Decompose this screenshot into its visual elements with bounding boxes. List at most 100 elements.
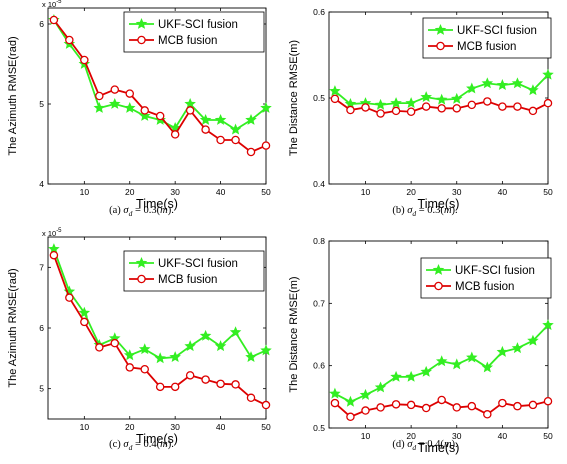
legend-box (123, 11, 265, 53)
data-point (245, 113, 257, 125)
data-point (216, 379, 225, 389)
data-point (214, 113, 227, 125)
caption-subscript: d (128, 443, 133, 453)
data-point (49, 250, 59, 260)
data-point (496, 79, 509, 90)
y-tick-label: 5 (39, 99, 44, 109)
data-point (65, 35, 74, 45)
data-point (260, 344, 272, 356)
data-point (542, 319, 554, 331)
y-tick-label: 7 (39, 262, 44, 272)
data-point (261, 141, 271, 150)
data-point (261, 400, 271, 410)
y-tick-label: 0.5 (313, 93, 325, 103)
x-tick-label: 10 (80, 187, 90, 197)
legend: UKF-SCI fusion MCB fusion (422, 17, 552, 59)
y-tick-label: 5 (39, 384, 44, 394)
chart-svg-a: 10 20 30 40 50 4 5 6 x 10-5 Time(s) The Azimuth RM… (7, 0, 272, 211)
data-point (467, 401, 477, 411)
data-point (330, 398, 340, 408)
caption-unit: m (443, 205, 452, 216)
x-tick-label: 30 (170, 187, 180, 197)
y-tick-label: 0.8 (313, 236, 325, 246)
x-tick-label: 50 (543, 431, 553, 441)
data-point (543, 396, 553, 406)
caption-label: (d) (392, 439, 408, 450)
caption-label: (b) (392, 205, 408, 216)
legend-marker (434, 281, 443, 291)
y-exponent-label: x 10-5 (42, 0, 62, 9)
caption-label: (c) (109, 439, 124, 450)
data-point (185, 106, 195, 115)
figure-caption: (b) σd = 0.3(m). (283, 205, 567, 218)
legend-box (123, 250, 265, 292)
data-point (528, 106, 538, 116)
data-point (527, 84, 539, 96)
data-point (450, 92, 463, 104)
data-point (543, 98, 553, 108)
data-point (421, 102, 431, 111)
x-tick-label: 40 (216, 187, 226, 197)
data-point (216, 135, 225, 145)
data-point (391, 106, 401, 116)
data-point (231, 135, 240, 145)
data-point (513, 102, 522, 111)
x-tick-label: 30 (452, 431, 462, 441)
data-point (169, 351, 181, 363)
plot-area-frame (47, 7, 267, 185)
data-point (125, 89, 135, 98)
data-point (390, 97, 402, 109)
chart-svg-b: 10 20 30 40 50 0.4 0.5 0.6 Time(s) The Distance R… (288, 7, 554, 211)
data-point (199, 113, 212, 125)
y-exponent-power: -5 (56, 228, 62, 234)
data-point (406, 400, 416, 410)
x-tick-label: 20 (406, 187, 416, 197)
panel-a: 10 20 30 40 50 4 5 6 x 10-5 Time(s) The Azimuth RM… (0, 0, 283, 229)
legend-label: MCB fusion (457, 41, 516, 53)
data-point (344, 395, 357, 407)
legend-box (422, 17, 552, 59)
data-point (214, 340, 227, 352)
caption-subscript: d (128, 209, 133, 219)
legend: UKF-SCI fusion MCB fusion (123, 11, 265, 53)
data-point (528, 400, 538, 410)
panel-b: 10 20 30 40 50 0.4 0.5 0.6 Time(s) The Distance R… (283, 0, 567, 229)
y-tick-label: 0.4 (313, 179, 325, 189)
data-point (406, 107, 416, 117)
y-tick-label: 6 (39, 19, 44, 29)
x-tick-label: 30 (452, 187, 462, 197)
y-axis-title: The Distance RMSE(m) (288, 40, 300, 156)
y-axis-title: The Azimuth RMSE(rad) (7, 268, 19, 387)
y-axis-title: The Azimuth RMSE(rad) (7, 36, 19, 155)
data-point (361, 103, 370, 112)
data-point (95, 343, 104, 352)
caption-equals: = 0.3( (132, 205, 161, 216)
data-point (185, 371, 195, 380)
data-point (329, 85, 341, 97)
figure-caption: (a) σd = 0.3(m). (0, 205, 283, 218)
caption-tail: ). (451, 439, 458, 450)
legend-marker (432, 263, 445, 275)
y-tick-label: 0.5 (313, 423, 325, 433)
legend-box (420, 257, 552, 299)
data-point (184, 340, 196, 352)
data-point (170, 382, 180, 392)
data-point (93, 101, 106, 113)
data-point (65, 293, 74, 302)
caption-unit: m (160, 205, 168, 216)
data-point (421, 403, 431, 413)
x-axis-title: Time(s) (418, 441, 460, 455)
data-point (201, 125, 210, 134)
data-point (374, 381, 387, 393)
data-point (376, 109, 385, 118)
data-point (80, 55, 89, 65)
legend-label: UKF-SCI fusion (455, 265, 535, 277)
legend-label: MCB fusion (455, 281, 514, 293)
data-point (359, 388, 372, 400)
x-tick-label: 50 (543, 187, 553, 197)
data-point (498, 398, 507, 408)
data-point (170, 130, 180, 139)
data-point (467, 100, 477, 110)
legend-marker (434, 23, 447, 35)
x-tick-label: 10 (361, 187, 371, 197)
